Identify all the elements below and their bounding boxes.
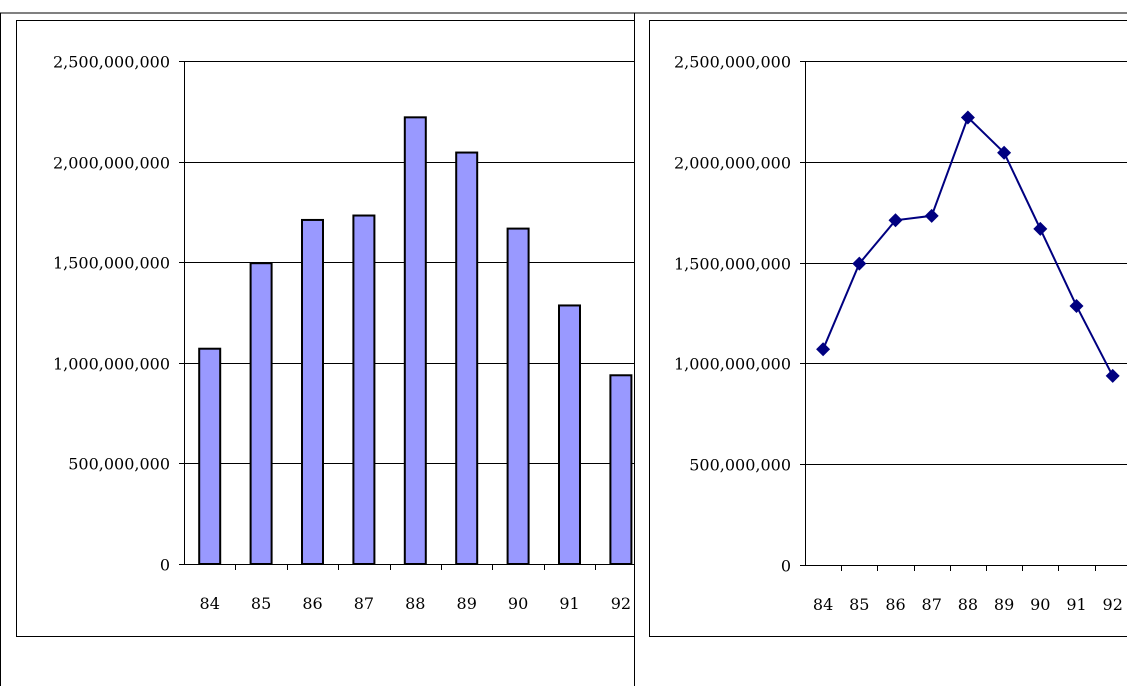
bar — [301, 218, 324, 565]
bar — [558, 304, 581, 565]
y-tick-label: 1,000,000,000 — [674, 355, 791, 374]
bar — [506, 227, 530, 565]
x-tick-label: 87 — [354, 594, 374, 613]
x-tick-label: 84 — [200, 594, 220, 613]
y-tick-label: 2,500,000,000 — [674, 53, 791, 72]
bar — [352, 214, 376, 565]
y-tick-label: 0 — [160, 556, 170, 575]
x-tick-label: 89 — [457, 594, 477, 613]
bar-chart: 0 500,000,000 1,000,000,000 1,500,000,000 2,… — [53, 53, 634, 613]
data-point — [924, 208, 939, 223]
data-point — [888, 213, 903, 228]
x-tick-label: 92 — [1103, 595, 1123, 614]
x-tick-label: 84 — [813, 595, 833, 614]
x-tick-label: 85 — [251, 594, 271, 613]
y-tick-label: 2,000,000,000 — [53, 154, 170, 173]
x-tick-label: 91 — [559, 594, 579, 613]
line-chart: 0 500,000,000 1,000,000,000 1,500,000,000 2,… — [674, 53, 1127, 614]
x-tick-label: 86 — [885, 595, 905, 614]
series-line — [822, 115, 1114, 377]
y-tick-label: 1,500,000,000 — [674, 255, 791, 274]
bar — [249, 262, 273, 565]
y-tick-label: 1,500,000,000 — [53, 254, 170, 273]
x-tick-label: 88 — [405, 594, 425, 613]
y-tick-label: 2,500,000,000 — [53, 53, 170, 72]
x-tick-label: 90 — [508, 594, 528, 613]
x-tick-label: 87 — [922, 595, 942, 614]
data-point — [1033, 221, 1048, 236]
data-point — [997, 145, 1012, 160]
x-tick-label: 90 — [1030, 595, 1050, 614]
data-point — [1069, 298, 1084, 313]
data-point — [1105, 368, 1120, 383]
data-point — [960, 110, 975, 125]
y-tick-label: 1,000,000,000 — [53, 355, 170, 374]
x-tick-label: 91 — [1066, 595, 1086, 614]
x-tick-label: 88 — [958, 595, 978, 614]
y-tick-label: 500,000,000 — [689, 456, 791, 475]
x-tick-label: 86 — [302, 594, 322, 613]
data-point — [852, 256, 867, 271]
bar — [198, 347, 222, 565]
bar-chart-frame — [16, 20, 635, 637]
y-tick-label: 2,000,000,000 — [674, 154, 791, 173]
line-chart-frame — [649, 20, 1127, 637]
bar — [403, 116, 427, 565]
y-tick-label: 500,000,000 — [68, 455, 170, 474]
x-tick-label: 85 — [849, 595, 869, 614]
x-tick-label: 92 — [611, 594, 631, 613]
bar — [455, 151, 479, 566]
bar — [609, 374, 633, 566]
y-tick-label: 0 — [781, 557, 791, 576]
x-tick-label: 89 — [994, 595, 1014, 614]
data-point — [816, 342, 831, 357]
